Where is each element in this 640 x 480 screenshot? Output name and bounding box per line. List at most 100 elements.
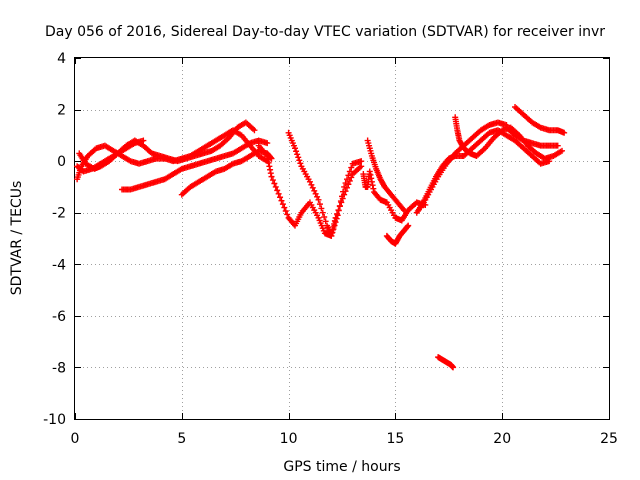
data-point <box>309 184 316 191</box>
data-point <box>271 180 278 187</box>
data-point <box>554 142 561 149</box>
data-point <box>284 211 291 218</box>
data-point <box>274 187 281 194</box>
series-arc-e <box>178 147 275 198</box>
x-tick-label: 20 <box>493 431 511 447</box>
plot-frame <box>74 57 610 420</box>
data-point <box>559 147 566 154</box>
data-point <box>268 155 275 162</box>
data-point <box>267 170 274 177</box>
data-point <box>272 183 279 190</box>
y-tick-label: 2 <box>57 103 66 119</box>
data-point <box>341 183 348 190</box>
data-point <box>370 185 377 192</box>
data-point <box>278 197 285 204</box>
data-point <box>335 207 342 214</box>
data-point <box>342 180 349 187</box>
data-point <box>312 190 319 197</box>
data-point <box>264 152 271 159</box>
data-point <box>341 191 348 198</box>
x-tick-label: 25 <box>600 431 618 447</box>
chart-title: Day 056 of 2016, Sidereal Day-to-day VTE… <box>45 24 605 40</box>
series-arc-n <box>512 103 568 136</box>
data-point <box>314 193 321 200</box>
data-point <box>315 196 322 203</box>
data-point <box>334 211 341 218</box>
data-point <box>399 205 406 212</box>
data-point <box>321 214 328 221</box>
data-point <box>336 203 343 210</box>
data-point <box>294 151 301 158</box>
data-point <box>264 156 271 163</box>
x-tick-label: 0 <box>71 431 80 447</box>
data-point <box>275 190 282 197</box>
data-point <box>266 163 273 170</box>
data-point <box>316 201 323 208</box>
data-point <box>281 204 288 211</box>
series-arc-f <box>255 142 365 239</box>
data-point <box>346 177 353 184</box>
data-point <box>319 209 326 216</box>
data-point <box>306 178 313 185</box>
data-point <box>331 220 338 227</box>
grid-lines <box>75 58 609 419</box>
data-point <box>330 223 337 230</box>
data-point <box>282 207 289 214</box>
data-point <box>295 154 302 161</box>
data-point <box>268 173 275 180</box>
data-point <box>400 207 407 214</box>
x-tick-label: 15 <box>386 431 404 447</box>
data-point <box>339 195 346 202</box>
data-point <box>348 164 355 171</box>
series-arc-p <box>435 354 457 371</box>
y-axis-label: SDTVAR / TECUs <box>9 181 25 296</box>
series-arc-h <box>360 168 429 224</box>
data-point <box>322 218 329 225</box>
data-point <box>332 214 339 221</box>
data-point <box>329 229 336 236</box>
data-point <box>297 160 304 167</box>
data-point <box>331 217 338 224</box>
data-point <box>405 222 412 229</box>
data-point <box>366 168 373 175</box>
data-point <box>311 187 318 194</box>
data-point <box>368 178 375 185</box>
series-arc-g <box>285 129 365 239</box>
data-point <box>251 127 258 134</box>
data-point <box>264 140 271 147</box>
y-tick-label: -2 <box>52 206 66 222</box>
x-tick-label: 5 <box>177 431 186 447</box>
series-arc-i <box>364 137 407 214</box>
y-tick-label: -8 <box>52 360 66 376</box>
series-arc-d <box>74 137 147 175</box>
series-arc-l <box>418 119 510 211</box>
data-point <box>292 145 299 152</box>
y-tick-label: -10 <box>43 412 66 428</box>
data-point <box>279 201 286 208</box>
y-tick-label: 4 <box>57 51 66 67</box>
data-point <box>269 177 276 184</box>
data-point <box>140 137 147 144</box>
x-tick-label: 10 <box>280 431 298 447</box>
data-point <box>348 174 355 181</box>
series-arc-m <box>452 114 566 162</box>
data-point <box>345 181 352 188</box>
data-point <box>358 163 365 170</box>
data-point <box>368 175 375 182</box>
data-point <box>267 166 274 173</box>
data-point <box>450 364 457 371</box>
data-points <box>74 103 568 371</box>
data-point <box>318 205 325 212</box>
data-point <box>308 181 315 188</box>
series-arc-o <box>503 124 561 149</box>
data-point <box>293 148 300 155</box>
data-point <box>358 158 365 165</box>
data-point <box>342 188 349 195</box>
data-point <box>343 184 350 191</box>
data-point <box>277 194 284 201</box>
data-point <box>265 159 272 166</box>
y-tick-label: -6 <box>52 309 66 325</box>
y-tick-label: 0 <box>57 154 66 170</box>
